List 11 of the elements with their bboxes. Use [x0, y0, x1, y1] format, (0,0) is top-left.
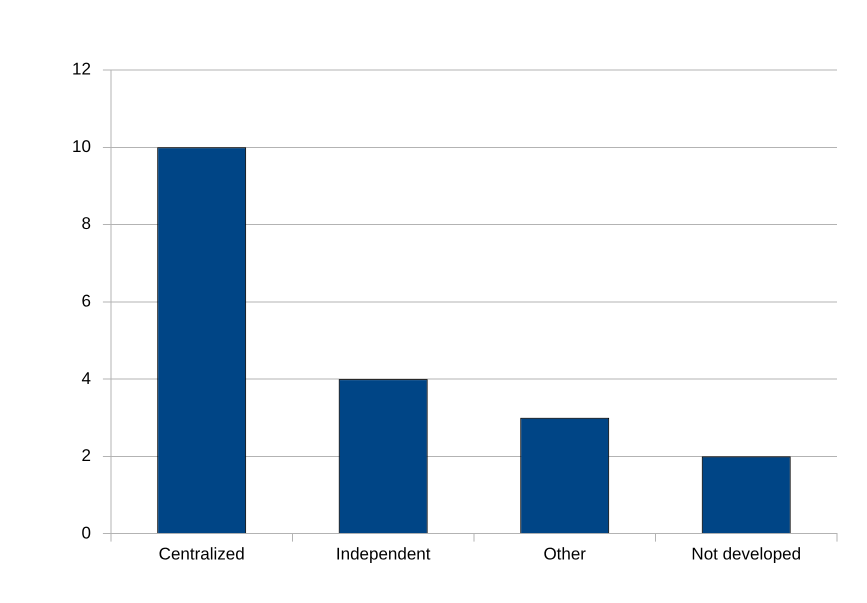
- y-tick-label: 10: [72, 136, 91, 156]
- y-tick-label: 6: [81, 291, 91, 310]
- y-tick-label: 8: [81, 214, 91, 234]
- x-tick-label: Not developed: [691, 544, 802, 564]
- y-tick-label: 12: [72, 60, 91, 79]
- x-tick-label: Centralized: [158, 544, 245, 564]
- x-tick-label: Independent: [336, 544, 431, 564]
- y-tick-label: 2: [81, 446, 91, 466]
- x-tick-label: Other: [543, 544, 586, 564]
- y-tick-label: 0: [81, 523, 91, 542]
- y-tick-label: 4: [81, 368, 91, 388]
